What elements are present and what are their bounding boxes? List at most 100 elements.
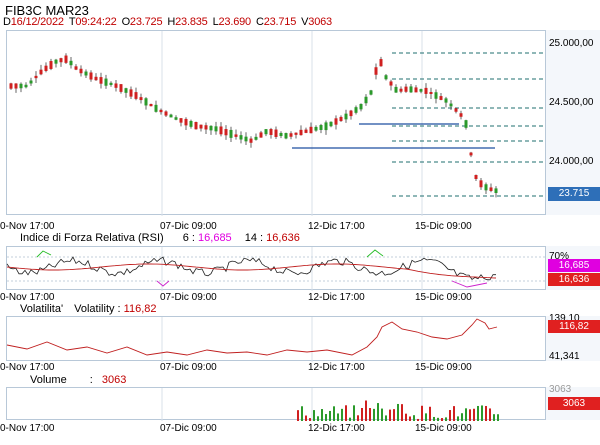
- candle-body: [134, 92, 138, 99]
- candlestick-chart[interactable]: [7, 31, 547, 216]
- candle-body: [439, 96, 443, 100]
- candle-body: [279, 132, 283, 137]
- rsi-chart[interactable]: [6, 247, 547, 291]
- candle-body: [389, 81, 393, 86]
- candle-body: [79, 68, 83, 74]
- volume-bar: [485, 405, 487, 421]
- rsi-tick: 70%: [549, 251, 570, 262]
- candle-body: [454, 108, 458, 112]
- volume-bar: [301, 406, 303, 421]
- candle-body: [214, 126, 218, 132]
- candle-body: [494, 188, 498, 193]
- volume-value: 3063: [101, 374, 127, 386]
- candle-body: [284, 133, 288, 139]
- volume-bar: [309, 418, 311, 421]
- volume-bar: [393, 409, 395, 421]
- candle-body: [249, 138, 253, 143]
- candle-body: [39, 69, 43, 75]
- candle-body: [224, 129, 228, 136]
- volume-bar: [385, 415, 387, 421]
- volume-chart[interactable]: [7, 388, 547, 421]
- rsi-tag-1: 16,685: [548, 259, 600, 272]
- candle-body: [424, 87, 428, 94]
- rsi-line-14: [6, 263, 497, 279]
- rsi-plot[interactable]: [6, 246, 547, 291]
- candle-body: [204, 125, 208, 130]
- volume-bar: [397, 403, 399, 421]
- candle-body: [109, 82, 113, 85]
- candle-body: [489, 187, 493, 191]
- volume-bar: [369, 408, 371, 421]
- candle-body: [9, 83, 13, 89]
- candle-body: [464, 120, 468, 128]
- candle-body: [359, 103, 363, 110]
- volume-tick: 3063: [549, 384, 572, 395]
- price-plot[interactable]: [6, 30, 547, 216]
- ohlc-value: 3063: [308, 16, 332, 28]
- candle-body: [374, 67, 378, 75]
- candle-body: [84, 71, 88, 76]
- rsi-value-2: 16,636: [266, 232, 300, 244]
- candle-body: [469, 152, 473, 156]
- price-tick: 24.000,00: [549, 156, 594, 167]
- candle-body: [414, 87, 418, 93]
- price-tick: 24.500,00: [549, 97, 594, 108]
- volume-bar: [389, 409, 391, 421]
- volume-title: Volume: [30, 374, 67, 386]
- volume-bar: [429, 406, 431, 421]
- candle-body: [314, 126, 318, 131]
- candle-body: [99, 77, 103, 84]
- volume-panel[interactable]: Volume : 3063 3063 3063 0-Nov 17:00 07-D…: [0, 373, 600, 445]
- instrument-title: FIB3C MAR23: [5, 3, 89, 18]
- candle-body: [74, 66, 78, 70]
- candle-body: [114, 83, 118, 88]
- candle-body: [479, 180, 483, 188]
- volume-bar: [333, 406, 335, 421]
- rsi-overbought-segment: [36, 250, 52, 258]
- candle-body: [394, 86, 398, 93]
- volatility-value: 116,82: [123, 303, 157, 315]
- candle-body: [234, 134, 238, 137]
- candle-body: [324, 122, 328, 131]
- volume-bar: [401, 404, 403, 421]
- x-label: 0-Nov 17:00: [0, 362, 55, 373]
- volume-label: Volume : 3063: [30, 374, 127, 386]
- volume-bar: [329, 410, 331, 421]
- rsi-label: Indice di Forza Relativa (RSI) 6 : 16,68…: [20, 232, 300, 244]
- volatility-panel[interactable]: Volatilita' Volatility : 116,82 139,10 4…: [0, 303, 600, 375]
- candle-body: [294, 132, 298, 135]
- candle-body: [299, 129, 303, 136]
- price-panel[interactable]: 25.000,00 24.500,00 24.000,00 23.715 0-N…: [0, 30, 600, 235]
- volume-bar: [417, 418, 419, 421]
- volume-bar: [341, 408, 343, 421]
- candle-body: [289, 133, 293, 137]
- ohlc-readout: D16/12/2022 T09:24:22 O23.725 H23.835 L23.69…: [3, 16, 337, 28]
- volatility-plot[interactable]: [6, 316, 547, 362]
- rsi-panel[interactable]: Indice di Forza Relativa (RSI) 6 : 16,68…: [0, 232, 600, 306]
- rsi-value-1: 16,685: [198, 232, 232, 244]
- candle-body: [419, 89, 423, 92]
- candle-body: [119, 84, 123, 92]
- candle-body: [259, 132, 263, 138]
- x-label: 15-Dic 09:00: [415, 221, 472, 232]
- volatility-tag: 116,82: [548, 320, 600, 333]
- volume-bar: [325, 414, 327, 421]
- candle-body: [264, 129, 268, 135]
- candle-body: [104, 78, 108, 86]
- volume-plot[interactable]: [6, 387, 547, 421]
- ohlc-value: 09:24:22: [75, 16, 117, 28]
- candle-body: [269, 129, 273, 135]
- x-label: 07-Dic 09:00: [160, 292, 217, 303]
- candle-body: [209, 125, 213, 131]
- x-label: 12-Dic 17:00: [308, 292, 365, 303]
- rsi-oversold-segment: [451, 280, 488, 288]
- price-axis[interactable]: 25.000,00 24.500,00 24.000,00: [546, 30, 600, 215]
- volume-bar: [433, 416, 435, 421]
- volume-bar: [317, 416, 319, 421]
- volatility-chart[interactable]: [6, 317, 547, 362]
- x-label: 07-Dic 09:00: [160, 423, 217, 434]
- x-label: 07-Dic 09:00: [160, 221, 217, 232]
- candle-body: [144, 98, 148, 106]
- volume-bar: [461, 413, 463, 421]
- x-label: 12-Dic 17:00: [308, 423, 365, 434]
